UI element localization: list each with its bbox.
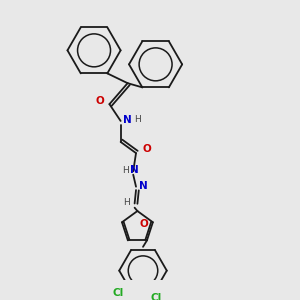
Text: N: N — [123, 115, 132, 124]
Text: H: H — [122, 166, 129, 175]
Text: O: O — [142, 144, 151, 154]
Text: O: O — [95, 96, 104, 106]
Text: N: N — [130, 166, 139, 176]
Text: O: O — [140, 219, 148, 229]
Text: Cl: Cl — [151, 293, 162, 300]
Text: H: H — [135, 115, 141, 124]
Text: H: H — [123, 198, 130, 207]
Text: N: N — [140, 181, 148, 191]
Text: Cl: Cl — [113, 288, 124, 298]
